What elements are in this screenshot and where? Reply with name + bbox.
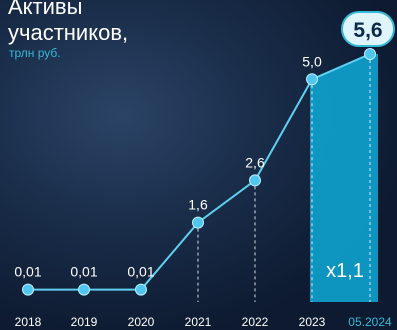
data-point [306, 73, 318, 86]
highlight-value: 5,6 [353, 19, 382, 42]
highlight-column [310, 54, 378, 302]
data-label: 1,6 [188, 197, 208, 213]
data-point [192, 216, 204, 229]
data-point [249, 174, 261, 187]
x-tick-label: 2018 [15, 315, 42, 329]
data-point [135, 283, 147, 296]
data-point [22, 283, 34, 296]
data-point [364, 48, 376, 60]
data-label: 0,01 [127, 264, 154, 280]
chart-title: Активы участников, [8, 0, 128, 46]
highlight-badge [341, 11, 395, 47]
data-label: 0,01 [70, 264, 97, 280]
x-tick-label: 2021 [185, 315, 212, 329]
data-label: 0,01 [14, 264, 41, 280]
title-line-2: участников, [8, 20, 129, 45]
x-tick-label: 2020 [128, 315, 155, 329]
x-tick-label: 2022 [242, 315, 269, 329]
growth-label: x1,1 [326, 260, 364, 282]
chart-subtitle: трлн руб. [9, 46, 61, 60]
title-line-1: Активы [8, 0, 83, 19]
data-label: 2,6 [245, 154, 265, 170]
data-point [78, 283, 90, 296]
x-tick-label: 05.2024 [348, 315, 392, 329]
x-tick-label: 2019 [71, 315, 98, 329]
data-label: 5,0 [302, 53, 322, 69]
x-tick-label: 2023 [299, 315, 326, 329]
